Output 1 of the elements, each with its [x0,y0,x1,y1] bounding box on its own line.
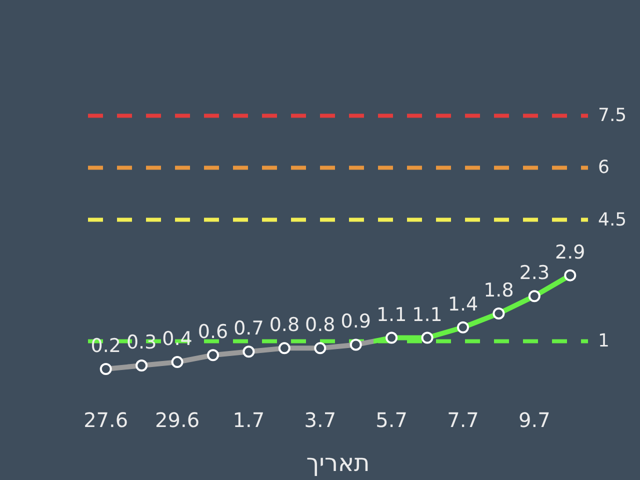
xlabel: תאריך [306,449,370,477]
